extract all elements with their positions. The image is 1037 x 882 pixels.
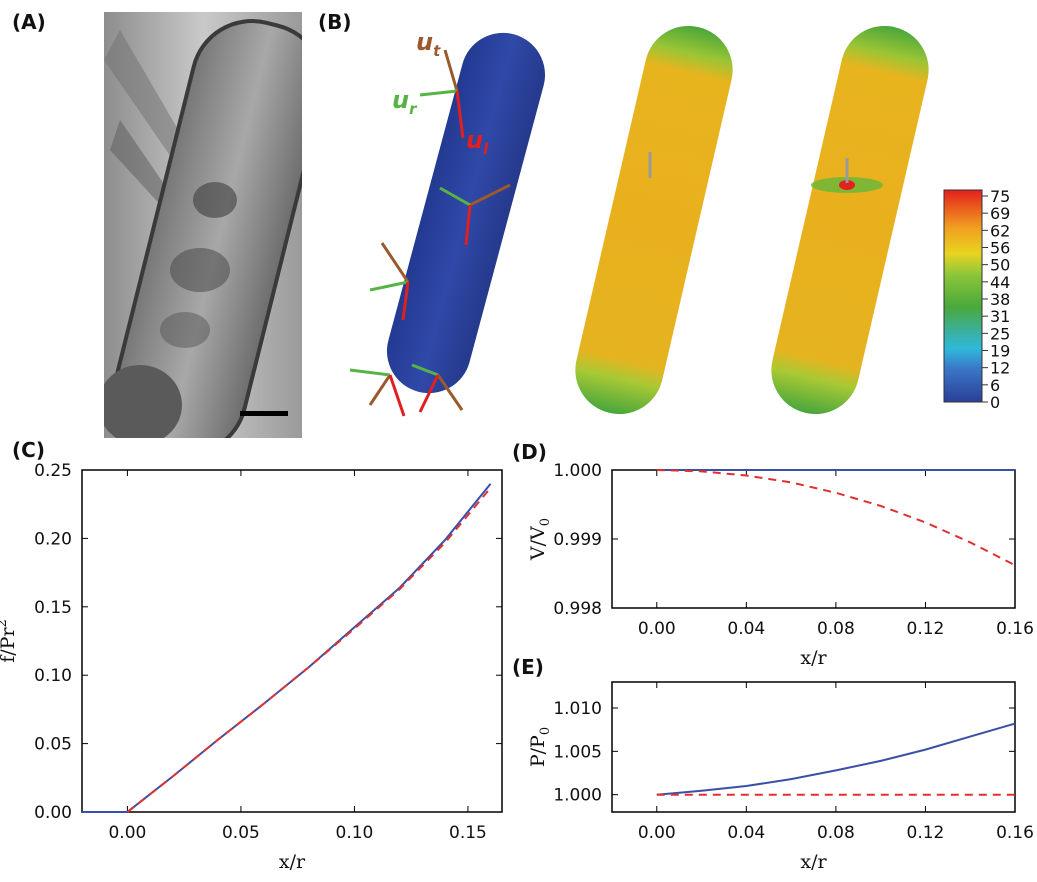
colorbar-tick-label: 31 (990, 307, 1010, 326)
x-axis-label: x/r (800, 647, 827, 669)
colorbar-tick-label: 69 (990, 204, 1010, 223)
series-line-dashed (126, 487, 492, 813)
x-tick-label: 0.16 (996, 823, 1034, 843)
colorbar-tick-label: 44 (990, 273, 1010, 292)
y-tick-label: 0.998 (553, 599, 602, 619)
colorbar-tick-label: 6 (990, 376, 1000, 395)
x-tick-label: 0.05 (222, 823, 260, 843)
plot-frame (611, 469, 1016, 609)
x-tick-label: 0.04 (727, 619, 765, 639)
x-axis-label: x/r (800, 851, 827, 873)
y-tick-label: 0.15 (34, 598, 72, 618)
colorbar-tick-label: 56 (990, 239, 1010, 258)
colorbar-tick-label: 38 (990, 290, 1010, 309)
colorbar-tick-label: 62 (990, 221, 1010, 240)
x-tick-label: 0.00 (638, 823, 676, 843)
x-tick-label: 0.08 (817, 619, 855, 639)
x-tick-label: 0.00 (638, 619, 676, 639)
plot-frame (81, 469, 503, 813)
micrograph-image (104, 12, 302, 438)
ut-label: ut (416, 28, 441, 60)
series-line-dashed (656, 469, 1016, 567)
scale-bar (240, 411, 288, 416)
y-tick-label: 1.000 (553, 786, 602, 806)
colorbar-tick-label: 50 (990, 256, 1010, 275)
colorbar-tick-label: 0 (990, 393, 1000, 412)
panel-b-label: (B) (318, 10, 352, 34)
panel-c-label: (C) (12, 438, 45, 462)
y-tick-label: 0.05 (34, 735, 72, 755)
panel-a-label: (A) (12, 10, 46, 34)
ul-label: ul (466, 126, 489, 158)
x-axis-label: x/r (279, 851, 306, 873)
vector-labels: ut ur ul (392, 28, 489, 158)
y-tick-label: 0.10 (34, 666, 72, 686)
y-axis-label: V/V0 (527, 518, 553, 561)
colorbar-tick-label: 75 (990, 187, 1010, 206)
x-tick-label: 0.04 (727, 823, 765, 843)
x-tick-label: 0.15 (449, 823, 487, 843)
panel-d-label: (D) (512, 440, 547, 464)
x-tick-label: 0.10 (336, 823, 374, 843)
y-tick-label: 0.999 (553, 530, 602, 550)
x-tick-label: 0.00 (108, 823, 146, 843)
plot-frame (611, 681, 1016, 813)
colorbar-tick-label: 25 (990, 324, 1010, 343)
y-tick-label: 1.010 (553, 699, 602, 719)
y-axis-label: P/P0 (527, 727, 553, 767)
stress-cell-2 (771, 25, 929, 415)
y-tick-label: 1.000 (553, 461, 602, 481)
chart-e: 0.00 0.04 0.08 0.12 0.16 1.000 1.005 1.010 x/r P/… (527, 681, 1034, 873)
ur-label: ur (392, 86, 418, 118)
chart-c: 0.00 0.05 0.10 0.15 0.00 0.05 0.10 0.15 0.20 0.25… (0, 461, 503, 873)
series-line-solid (656, 722, 1016, 796)
y-tick-label: 0.00 (34, 803, 72, 823)
x-tick-label: 0.08 (817, 823, 855, 843)
colorbar-tick-label: 19 (990, 342, 1010, 361)
blue-cell (386, 32, 546, 394)
x-tick-label: 0.12 (907, 619, 945, 639)
panel-e-label: (E) (512, 655, 544, 679)
y-tick-label: 1.005 (553, 742, 602, 762)
colorbar-tick-label: 12 (990, 359, 1010, 378)
stress-cell-1 (575, 25, 733, 415)
y-tick-label: 0.20 (34, 529, 72, 549)
y-axis-label: f/Pr2 (0, 619, 19, 663)
x-tick-label: 0.12 (907, 823, 945, 843)
series-line-solid (82, 483, 492, 813)
chart-d: 0.00 0.04 0.08 0.12 0.16 0.998 0.999 1.000 x/r V/… (527, 461, 1034, 669)
x-tick-label: 0.16 (996, 619, 1034, 639)
local-frame-arrows (349, 49, 511, 417)
y-tick-label: 0.25 (34, 461, 72, 481)
